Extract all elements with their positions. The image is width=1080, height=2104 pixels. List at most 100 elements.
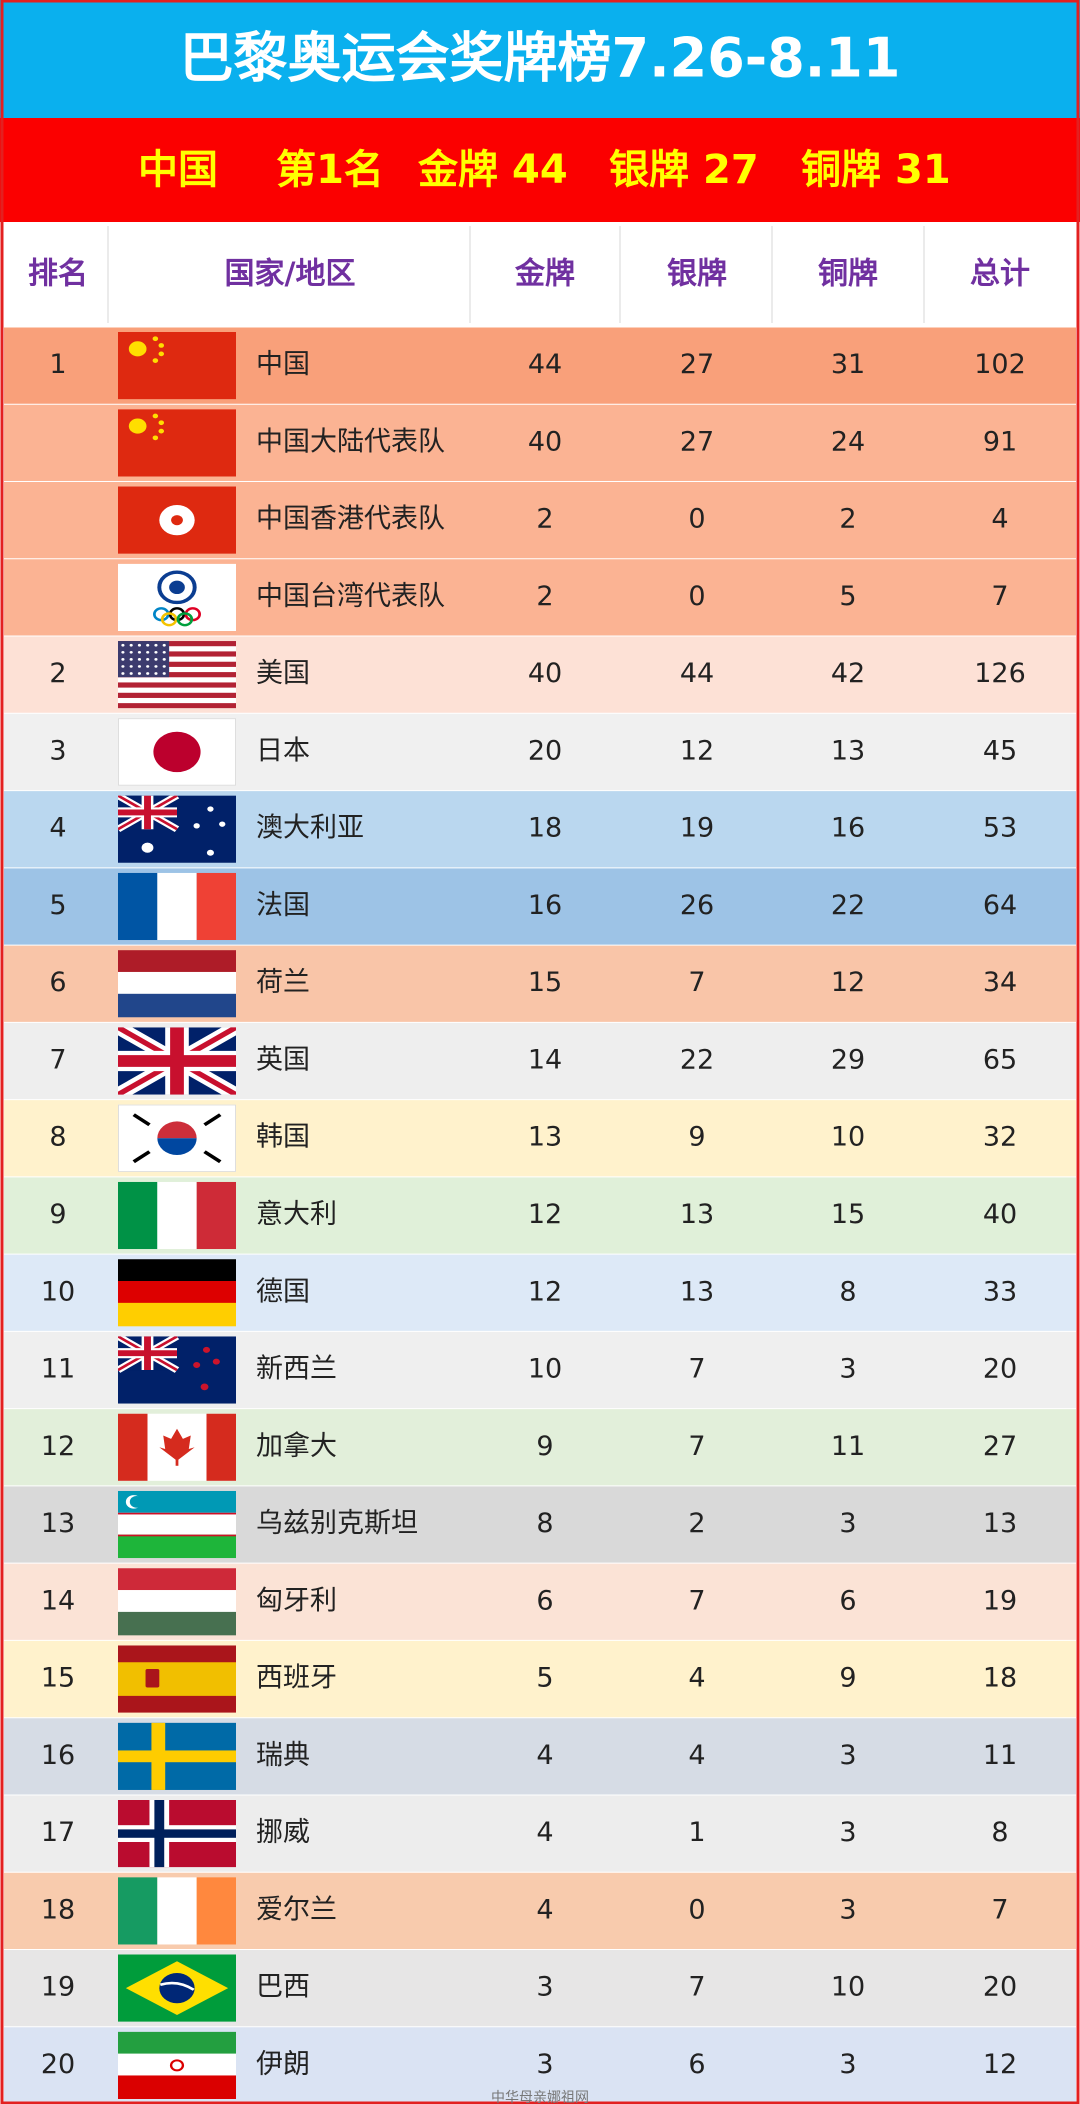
country-name: 中国	[256, 349, 310, 380]
medal-count: 7	[688, 1354, 705, 1385]
flag-part	[118, 1336, 180, 1373]
banner-country: 中国	[138, 147, 218, 193]
flag	[118, 1722, 236, 1790]
title: 巴黎奥运会奖牌榜7.26-8.11	[180, 27, 901, 90]
flag-part	[118, 950, 236, 974]
medal-count: 9	[536, 1431, 553, 1462]
flag-part	[146, 665, 150, 668]
medal-count: 6	[688, 2049, 705, 2080]
flag	[118, 1413, 236, 1481]
column-header: 银牌	[667, 257, 727, 292]
flag-part	[193, 1361, 201, 1369]
medal-count: 10	[831, 1972, 865, 2003]
banner-place: 第1名	[276, 147, 384, 193]
flag-part	[152, 358, 159, 363]
flag-part	[196, 872, 236, 941]
rank: 15	[41, 1663, 75, 1694]
flag	[118, 409, 236, 477]
country-name: 巴西	[256, 1972, 310, 2003]
medal-count: 12	[831, 967, 865, 998]
rank: 13	[41, 1508, 75, 1539]
medal-count: 12	[528, 1276, 562, 1307]
medal-count: 10	[831, 1122, 865, 1153]
medal-count: 3	[536, 2049, 553, 2080]
flag-part	[154, 665, 158, 668]
rank: 17	[41, 1817, 75, 1848]
flag-part	[118, 795, 177, 830]
flag-part	[118, 703, 236, 709]
flag-part	[154, 650, 158, 654]
flag-part	[118, 1829, 236, 1838]
medal-count: 4	[991, 504, 1008, 535]
flag	[118, 563, 236, 632]
medal-count: 2	[839, 504, 856, 535]
flag-part	[196, 1181, 236, 1250]
medal-count: 19	[680, 813, 714, 844]
medal-count: 27	[983, 1431, 1017, 1462]
medal-count: 20	[983, 1972, 1017, 2003]
medal-count: 19	[983, 1585, 1017, 1616]
flag-part	[206, 849, 214, 856]
medal-count: 10	[528, 1354, 562, 1385]
flag	[118, 1645, 236, 1713]
flag-part	[121, 650, 125, 654]
flag	[118, 1490, 236, 1559]
flag-part	[206, 1413, 236, 1481]
flag-part	[154, 658, 158, 661]
country-name: 新西兰	[256, 1354, 337, 1385]
medal-count: 0	[688, 581, 705, 612]
flag-part	[128, 418, 147, 434]
medal-count: 7	[688, 1972, 705, 2003]
column-header: 国家/地区	[225, 257, 356, 292]
medal-count: 8	[991, 1817, 1008, 1848]
banner-value: 31	[895, 147, 951, 193]
medal-count: 2	[688, 1508, 705, 1539]
medal-count: 4	[688, 1663, 705, 1694]
flag-part	[207, 806, 214, 812]
flag-part	[121, 658, 125, 661]
medal-count: 53	[983, 813, 1017, 844]
medal-count: 9	[688, 1122, 705, 1153]
medal-count: 22	[680, 1044, 714, 1075]
flag-part	[118, 795, 180, 832]
medal-count: 40	[528, 426, 562, 457]
flag-part	[118, 651, 236, 657]
flag-part	[157, 1138, 197, 1156]
flag-part	[159, 1428, 195, 1461]
medal-count: 7	[688, 1585, 705, 1616]
flag-part	[121, 643, 125, 647]
flag-part	[171, 515, 183, 526]
flag-part	[157, 1121, 197, 1139]
column-header: 铜牌	[818, 257, 878, 292]
flag-part	[146, 643, 150, 647]
medal-count: 7	[688, 967, 705, 998]
medal-count: 20	[528, 735, 562, 766]
flag-part	[118, 2075, 236, 2099]
medal-count: 12	[680, 735, 714, 766]
flag	[118, 950, 236, 1018]
medal-count: 6	[536, 1585, 553, 1616]
flag-part	[137, 658, 142, 661]
flag-part	[118, 1259, 236, 1283]
flag-part	[118, 1027, 236, 1095]
rank: 6	[49, 967, 66, 998]
flag-part	[118, 2031, 236, 2056]
flag-part	[162, 658, 166, 661]
column-header: 金牌	[514, 257, 575, 292]
flag-part	[121, 665, 125, 668]
medal-count: 2	[536, 581, 553, 612]
flag-part	[202, 1346, 211, 1353]
medal-count: 5	[536, 1663, 553, 1694]
flag	[118, 1027, 236, 1095]
banner-label: 银牌	[609, 147, 689, 193]
flag-part	[159, 1981, 195, 1991]
medal-count: 40	[983, 1199, 1017, 1230]
flag-part	[145, 1668, 160, 1688]
medal-count: 8	[839, 1276, 856, 1307]
medal-count: 18	[983, 1663, 1017, 1694]
medal-count: 34	[983, 967, 1017, 998]
medal-count: 102	[974, 349, 1026, 380]
flag-part	[158, 420, 165, 426]
medal-count: 16	[528, 890, 562, 921]
flag-part	[137, 643, 142, 647]
